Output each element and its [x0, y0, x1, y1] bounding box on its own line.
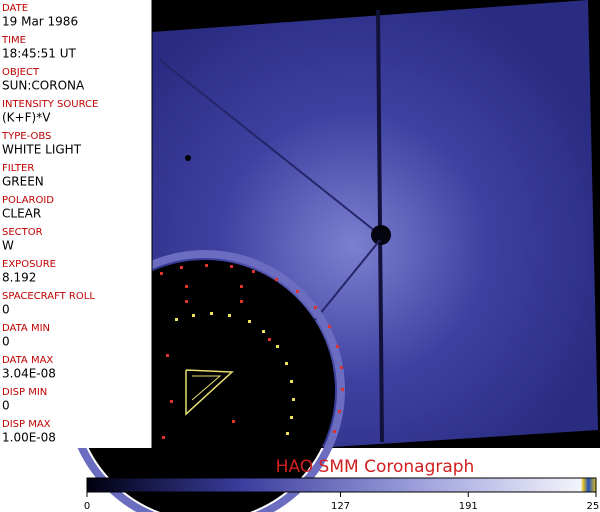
overlay-dot [240, 285, 243, 288]
overlay-dot [180, 266, 183, 269]
field-label: DATE [2, 3, 28, 14]
overlay-dot [232, 420, 235, 423]
field-label: SPACECRAFT ROLL [2, 291, 95, 302]
overlay-dot [340, 366, 343, 369]
field-value: 1.00E-08 [2, 431, 56, 445]
pylon-blob [371, 225, 391, 245]
info-panel [0, 0, 152, 448]
streamer-line [314, 239, 381, 321]
colorbar-tick-label: 127 [331, 501, 350, 512]
colorbar-tick-label: 191 [459, 501, 478, 512]
overlay-dot [290, 416, 293, 419]
colorbar-tick-label: 63 [206, 501, 219, 512]
field-label: DISP MIN [2, 387, 47, 398]
overlay-triangle [191, 375, 222, 401]
field-value: W [2, 239, 14, 253]
field-value: 3.04E-08 [2, 367, 56, 381]
overlay-dot [162, 436, 165, 439]
field-label: EXPOSURE [2, 259, 56, 270]
field-label: TYPE-OBS [1, 131, 51, 142]
field-label: TIME [1, 35, 26, 46]
overlay-dot [262, 330, 265, 333]
overlay-dot [328, 325, 331, 328]
field-value: 18:45:51 UT [2, 47, 76, 61]
field-label: POLAROID [2, 195, 54, 206]
field-value: CLEAR [2, 207, 41, 221]
title: HAO SMM Coronagraph [276, 457, 475, 477]
overlay-dot [285, 362, 288, 365]
overlay-dot [276, 345, 279, 348]
overlay-dot [292, 398, 295, 401]
overlay-dot [185, 300, 188, 303]
overlay-dot [210, 312, 213, 315]
overlay-dots [160, 264, 344, 439]
overlay-dot [252, 270, 255, 273]
overlay-dot [228, 314, 231, 317]
field-value: 8.192 [2, 271, 36, 285]
field-label: DATA MAX [2, 355, 53, 366]
overlay-dot [333, 430, 336, 433]
overlay-dot [336, 345, 339, 348]
overlay-dot [248, 320, 251, 323]
field-label: INTENSITY SOURCE [2, 99, 98, 110]
overlay-dot [275, 278, 278, 281]
field-value: (K+F)*V [2, 111, 51, 125]
overlay-dot [160, 272, 163, 275]
field-value: 0 [2, 303, 10, 317]
overlay-dot [296, 290, 299, 293]
field-label: OBJECT [2, 67, 40, 78]
field-label: SECTOR [2, 227, 43, 238]
field-value: 19 Mar 1986 [2, 15, 78, 29]
overlay-dot [170, 400, 173, 403]
field-value: GREEN [2, 175, 44, 189]
star [185, 155, 191, 161]
streamer-line [159, 59, 381, 236]
overlay-dot [185, 285, 188, 288]
field-value: 0 [2, 399, 10, 413]
field-value: 0 [2, 335, 10, 349]
field-label: DISP MAX [2, 419, 51, 430]
colorbar [86, 477, 597, 493]
colorbar-tick-label: 255 [586, 501, 600, 512]
overlay-dot [314, 306, 317, 309]
overlay-dot [230, 265, 233, 268]
overlay-dot [341, 388, 344, 391]
overlay-dot [175, 318, 178, 321]
field-label: DATA MIN [2, 323, 50, 334]
overlay-dot [286, 432, 289, 435]
overlay-dot [192, 314, 195, 317]
overlay-dot [205, 264, 208, 267]
overlay-dot [290, 380, 293, 383]
overlay-triangle [185, 369, 234, 416]
field-value: WHITE LIGHT [2, 143, 82, 157]
overlay-dot [166, 354, 169, 357]
overlay-dot [240, 300, 243, 303]
field-value: SUN:CORONA [2, 79, 85, 93]
overlay-dot [338, 410, 341, 413]
field-label: FILTER [2, 163, 34, 174]
colorbar-tick-label: 0 [84, 501, 90, 512]
overlay-dot [268, 338, 271, 341]
